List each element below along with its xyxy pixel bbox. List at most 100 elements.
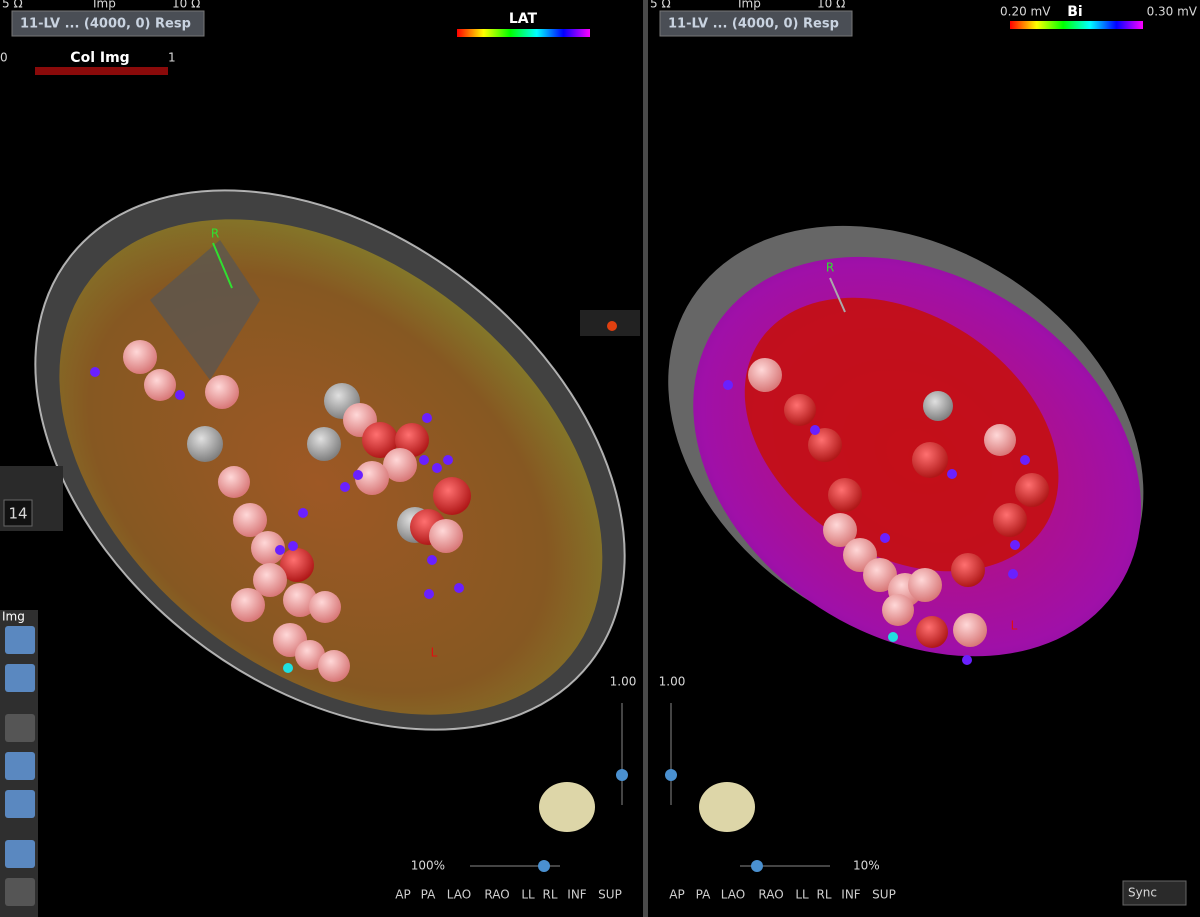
divider: [643, 0, 648, 917]
map-tag: [433, 477, 471, 515]
map-tag: [923, 391, 953, 421]
orientation-heart[interactable]: [699, 782, 755, 832]
view-button[interactable]: RAO: [484, 888, 509, 902]
scale-thumb[interactable]: [538, 860, 550, 872]
img-tools[interactable]: [5, 626, 35, 906]
map-tag: [5, 714, 35, 742]
map-tag: [429, 519, 463, 553]
colimg-bar: [35, 67, 168, 75]
map-tag: [828, 478, 862, 512]
marker-r: R: [826, 261, 834, 275]
colorbar: [457, 29, 590, 37]
catheter: [212, 242, 233, 289]
view-button[interactable]: SUP: [872, 888, 896, 902]
map-tag: [1020, 455, 1030, 465]
sync-label[interactable]: Sync: [1128, 886, 1157, 900]
map-tag: [432, 463, 442, 473]
map-tag: AP PA LAO RAO LL RL INF SUP: [395, 888, 622, 902]
view-button[interactable]: RL: [542, 888, 557, 902]
map-tag: [748, 358, 782, 392]
marker-l: L: [1011, 619, 1018, 633]
low-voltage: [744, 297, 1059, 572]
map-tag: [723, 380, 733, 390]
map-tag: [353, 470, 363, 480]
right-map: [668, 225, 1144, 657]
view-button[interactable]: PA: [696, 888, 711, 902]
img-toolbar-title: Img: [2, 610, 25, 624]
map-selector[interactable]: [11, 10, 205, 37]
map-selector[interactable]: [659, 10, 853, 37]
map-tag: [5, 790, 35, 818]
map-tag: [362, 422, 398, 458]
map-tag: [298, 508, 308, 518]
tag-icon[interactable]: [607, 321, 617, 331]
colorbar: [1010, 21, 1143, 29]
map-tag: [784, 394, 816, 426]
map-tag: [880, 533, 890, 543]
map-tag: [953, 613, 987, 647]
view-button[interactable]: LAO: [721, 888, 745, 902]
view-button[interactable]: RL: [816, 888, 831, 902]
zoom-thumb[interactable]: [665, 769, 677, 781]
colimg-min: 0: [0, 51, 8, 65]
colorbar-min: 0.20 mV: [1000, 5, 1051, 19]
map-tag: [218, 466, 250, 498]
view-button[interactable]: SUP: [598, 888, 622, 902]
top-strip-mid: Imp: [738, 0, 761, 11]
map-tag: [307, 427, 341, 461]
map-selector-label[interactable]: 11-LV ... (4000, 0) Resp: [20, 17, 191, 32]
view-button[interactable]: AP: [395, 888, 410, 902]
top-strip-right: 10 Ω: [172, 0, 200, 11]
view-button[interactable]: INF: [567, 888, 587, 902]
map-tag: [951, 553, 985, 587]
map-tag: [275, 545, 285, 555]
map-tag: [422, 413, 432, 423]
top-strip-left: 5 Ω: [2, 0, 23, 11]
top-strip-right: 10 Ω: [817, 0, 845, 11]
map-tag: [947, 469, 957, 479]
view-button[interactable]: LL: [795, 888, 809, 902]
map-tag: [144, 369, 176, 401]
sync-dropdown[interactable]: [1122, 880, 1187, 906]
zoom-thumb[interactable]: [616, 769, 628, 781]
orientation-heart[interactable]: [539, 782, 595, 832]
map-tag: [205, 375, 239, 409]
marker-r: R: [211, 227, 219, 241]
map-tag: [888, 632, 898, 642]
map-tag: [355, 461, 389, 495]
map-tag: [1008, 569, 1018, 579]
view-button[interactable]: AP: [669, 888, 684, 902]
map-tag: [233, 503, 267, 537]
map-tag: AP PA LAO RAO LL RL INF SUP: [669, 888, 896, 902]
map-tag: [443, 455, 453, 465]
view-button[interactable]: PA: [421, 888, 436, 902]
map-tag: [882, 594, 914, 626]
map-tag: [340, 482, 350, 492]
view-button[interactable]: INF: [841, 888, 861, 902]
map-tag: [962, 655, 972, 665]
map-tag: [283, 583, 317, 617]
zoom-value: 1.00: [659, 675, 686, 689]
scale-percent: 100%: [411, 859, 445, 873]
map-tag: [5, 878, 35, 906]
map-tag: [419, 455, 429, 465]
map-selector-label[interactable]: 11-LV ... (4000, 0) Resp: [668, 17, 839, 32]
view-button[interactable]: RAO: [758, 888, 783, 902]
map-tag: [454, 583, 464, 593]
top-strip-mid: Imp: [93, 0, 116, 11]
count: 14: [8, 505, 27, 523]
gap-region: [150, 240, 260, 380]
view-button[interactable]: LL: [521, 888, 535, 902]
scale-thumb[interactable]: [751, 860, 763, 872]
map-tag: [5, 752, 35, 780]
map-tag: [916, 616, 948, 648]
view-button[interactable]: LAO: [447, 888, 471, 902]
map-tag: [318, 650, 350, 682]
map-tag: [309, 591, 341, 623]
map-tag: [908, 568, 942, 602]
map-tag: [808, 428, 842, 462]
map-tag: [253, 563, 287, 597]
map-tag: [5, 840, 35, 868]
map-tag: [5, 664, 35, 692]
